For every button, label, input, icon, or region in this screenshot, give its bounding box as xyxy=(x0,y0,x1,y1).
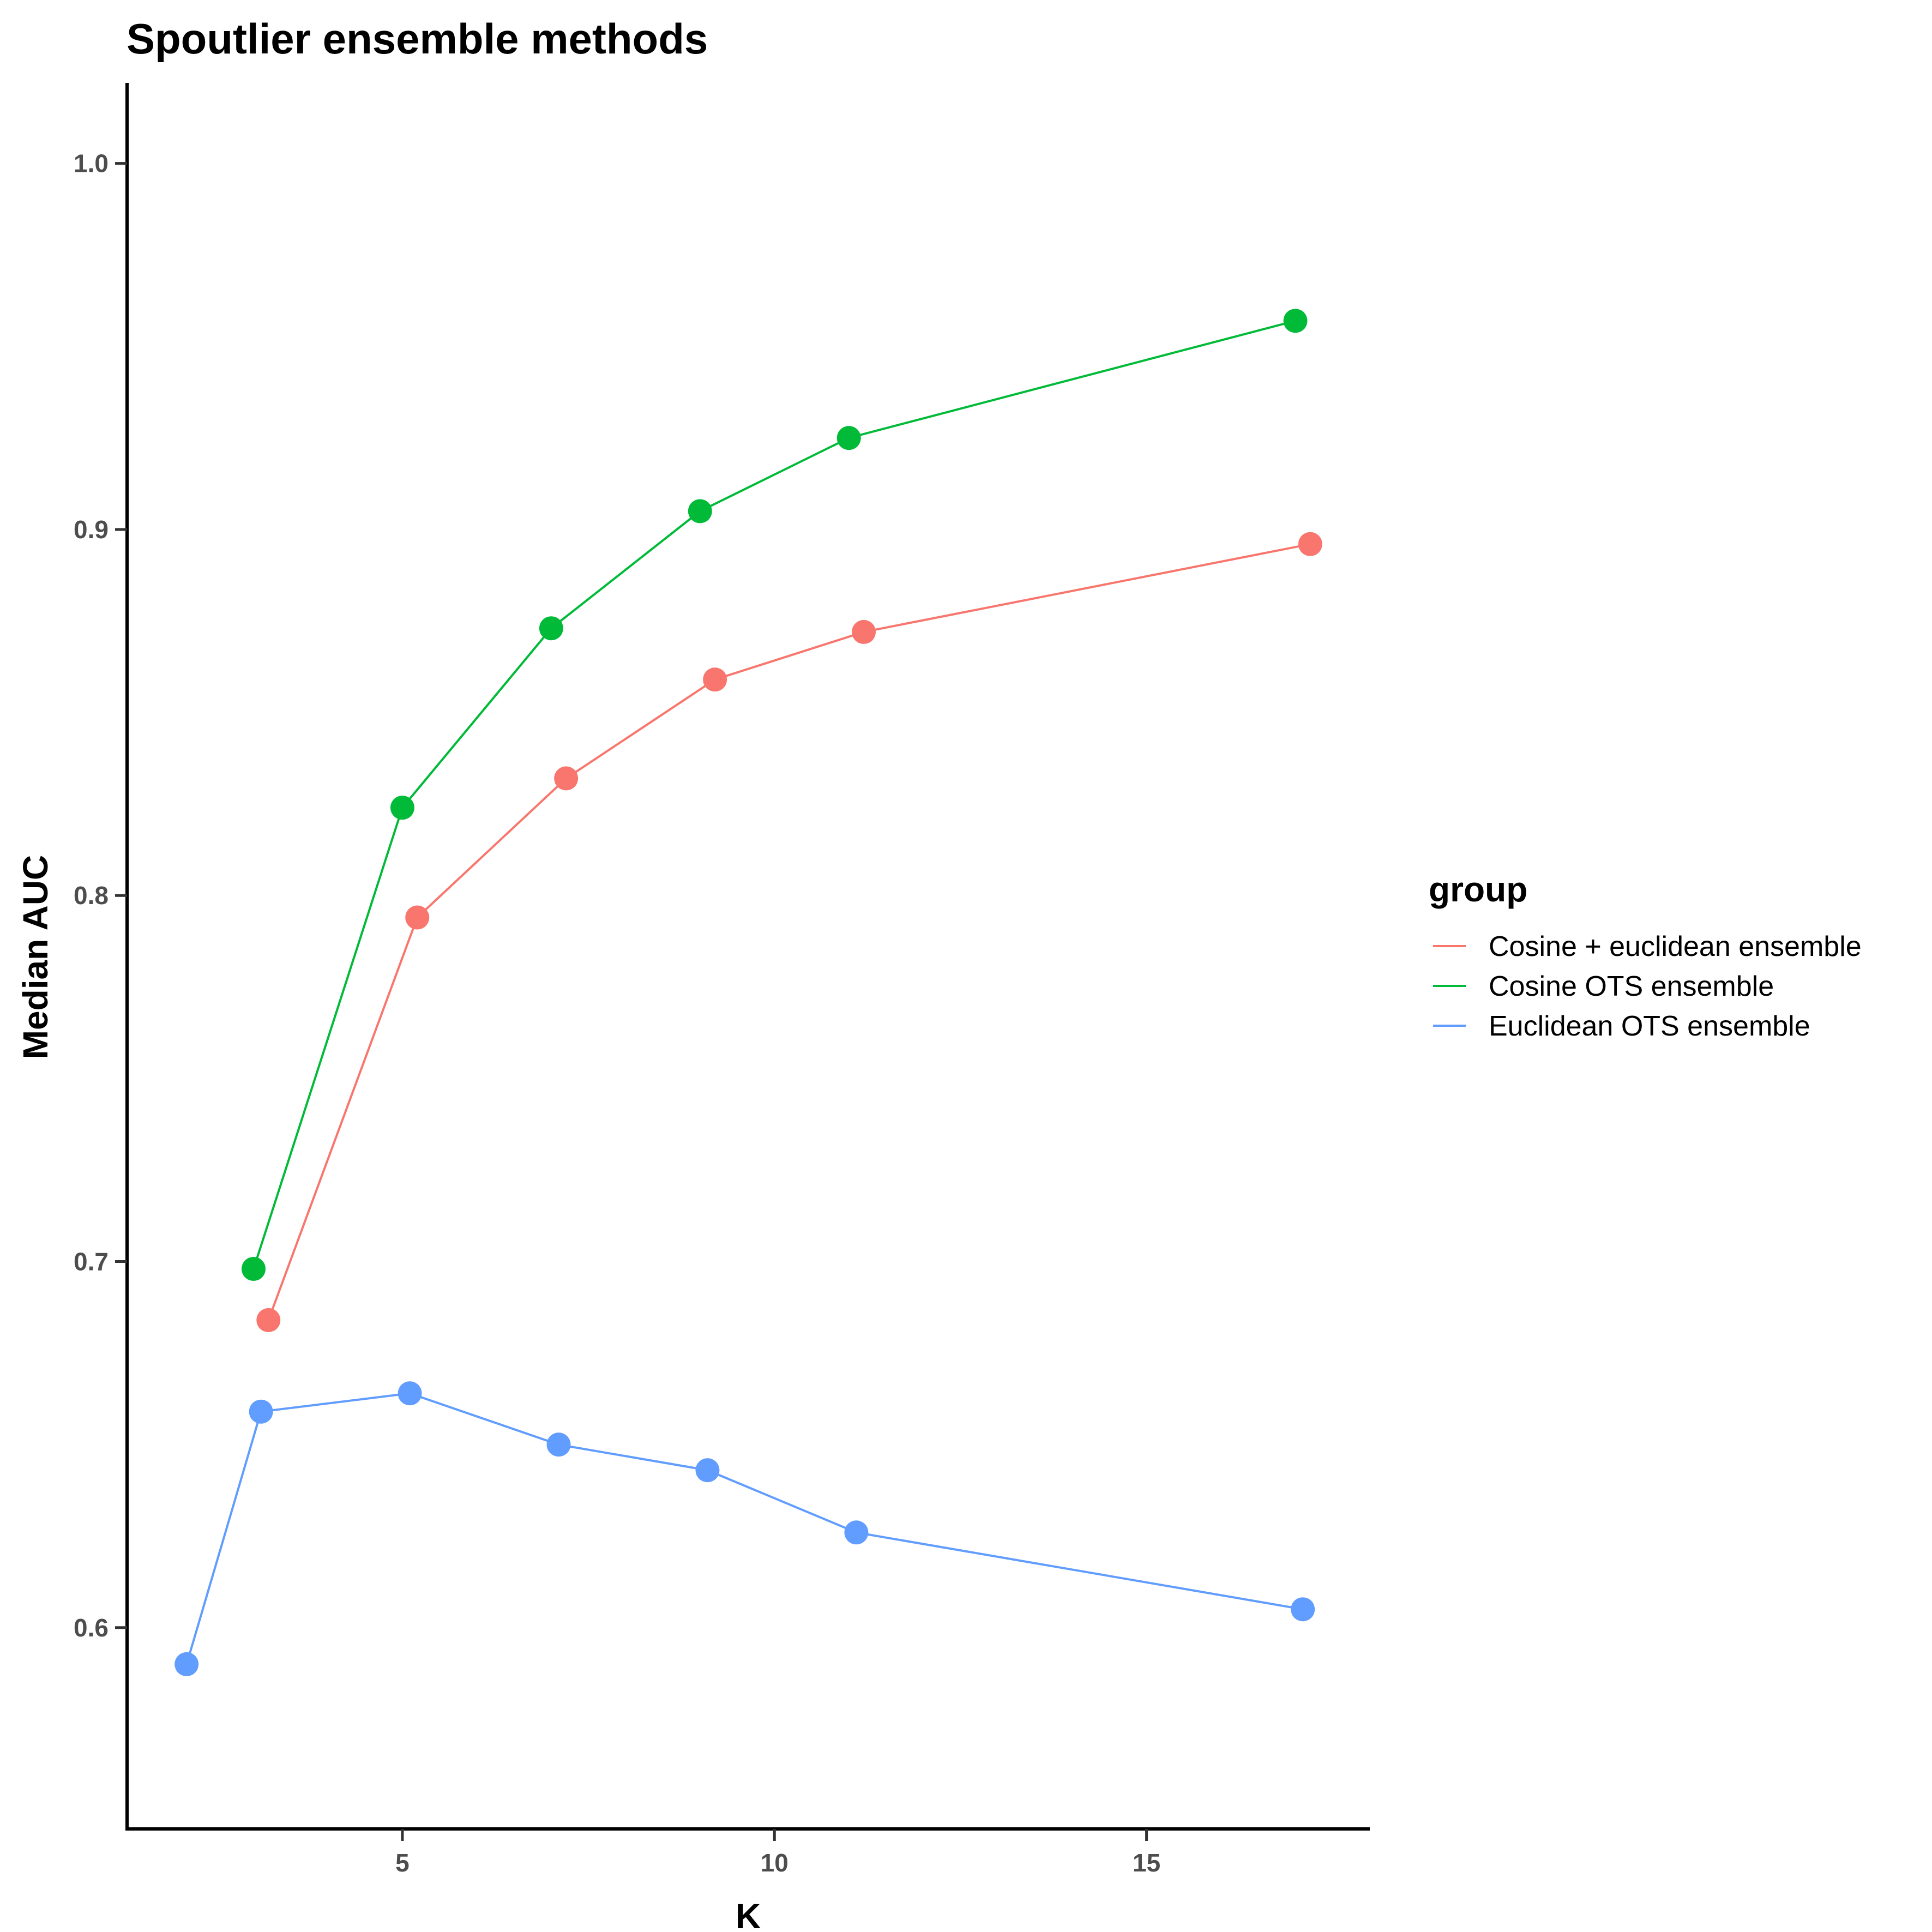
data-point xyxy=(249,1399,273,1424)
data-point xyxy=(174,1652,199,1676)
series-group xyxy=(256,532,1322,1332)
data-point xyxy=(539,616,563,641)
data-point xyxy=(703,667,727,692)
legend-title: group xyxy=(1429,870,1527,909)
legend-label: Cosine OTS ensemble xyxy=(1489,971,1774,1002)
y-tick-label: 0.6 xyxy=(74,1614,109,1642)
data-point xyxy=(1291,1597,1315,1622)
data-point xyxy=(546,1433,571,1457)
data-point xyxy=(390,796,414,820)
y-axis-ticks: 0.6 0.7 0.8 0.9 1.0 xyxy=(74,149,127,1642)
legend-item: Euclidean OTS ensemble xyxy=(1433,1010,1810,1042)
data-point xyxy=(844,1520,869,1545)
legend: group Cosine + euclidean ensembleCosine … xyxy=(1429,870,1862,1042)
y-axis-title: Median AUC xyxy=(16,855,55,1060)
y-tick-label: 0.7 xyxy=(74,1248,109,1276)
legend-label: Cosine + euclidean ensemble xyxy=(1489,931,1862,962)
data-point xyxy=(836,426,861,450)
series-line xyxy=(185,1392,1303,1665)
y-tick-label: 0.8 xyxy=(74,881,109,910)
chart-title: Spoutlier ensemble methods xyxy=(127,15,708,63)
x-tick-label: 15 xyxy=(1133,1849,1160,1877)
data-point xyxy=(554,766,579,791)
series-group xyxy=(174,1381,1315,1676)
plot-area: 0.6 0.7 0.8 0.9 1.0 5 10 15 xyxy=(74,83,1370,1877)
data-point xyxy=(398,1381,422,1406)
data-point xyxy=(695,1458,720,1483)
series-layer xyxy=(174,309,1322,1676)
x-axis-ticks: 5 10 15 xyxy=(395,1829,1160,1877)
data-point xyxy=(405,905,430,930)
legend-item: Cosine OTS ensemble xyxy=(1433,971,1774,1002)
data-point xyxy=(256,1308,281,1332)
data-point xyxy=(1283,309,1308,333)
series-line xyxy=(252,320,1296,1269)
y-tick-label: 0.9 xyxy=(74,515,109,544)
legend-item: Cosine + euclidean ensemble xyxy=(1433,931,1862,962)
x-axis-title: K xyxy=(736,1897,761,1932)
x-tick-label: 10 xyxy=(761,1849,789,1877)
data-point xyxy=(688,499,712,523)
series-line xyxy=(267,543,1311,1321)
legend-items: Cosine + euclidean ensemble Cosine OTS en… xyxy=(1433,931,1862,1042)
data-point xyxy=(852,619,876,644)
x-tick-label: 5 xyxy=(395,1849,410,1877)
y-tick-label: 1.0 xyxy=(74,149,109,178)
series-group xyxy=(241,309,1308,1281)
legend-label: Euclidean OTS ensemble xyxy=(1489,1010,1810,1042)
data-point xyxy=(1298,532,1322,556)
data-point xyxy=(241,1256,266,1281)
